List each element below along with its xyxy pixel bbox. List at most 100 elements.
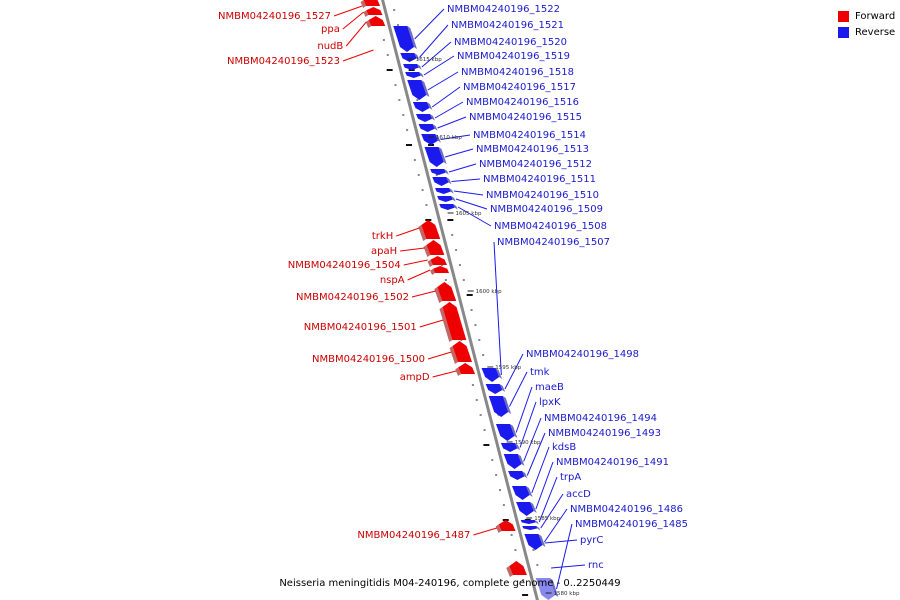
forward-leader bbox=[473, 527, 497, 536]
gene-body bbox=[511, 486, 530, 500]
gene-body bbox=[520, 520, 536, 524]
gene-label-nmbm04240196-1518: NMBM04240196_1518 bbox=[461, 67, 574, 78]
forward-gene bbox=[427, 256, 447, 267]
forward-leader bbox=[342, 49, 374, 62]
gene-body bbox=[458, 363, 476, 374]
reverse-leader bbox=[437, 116, 467, 129]
gene-label-nmbm04240196-1500: NMBM04240196_1500 bbox=[312, 354, 425, 365]
gene-label-nmbm04240196-1486: NMBM04240196_1486 bbox=[570, 504, 683, 515]
label-leaders bbox=[333, 5, 586, 590]
reverse-gene bbox=[524, 534, 546, 550]
forward-gene bbox=[363, 7, 383, 17]
reverse-leader bbox=[423, 55, 455, 76]
gene-shadow bbox=[499, 384, 506, 392]
gene-shadow bbox=[522, 471, 528, 479]
gene-shadow bbox=[453, 204, 458, 210]
forward-leader bbox=[407, 269, 431, 281]
reverse-gene bbox=[503, 454, 525, 469]
gene-shadow bbox=[449, 188, 454, 194]
reverse-leader bbox=[421, 41, 452, 68]
gene-body bbox=[485, 384, 503, 394]
reverse-leader bbox=[419, 24, 449, 58]
reverse-leader bbox=[414, 8, 445, 40]
gene-body bbox=[403, 64, 419, 70]
gene-body bbox=[522, 526, 538, 530]
scale-label: 1595 kbp bbox=[495, 365, 521, 371]
gene-body bbox=[498, 520, 516, 531]
reverse-gene bbox=[430, 169, 449, 175]
reverse-gene bbox=[424, 147, 447, 167]
forward-leader bbox=[400, 247, 425, 252]
gene-body bbox=[405, 72, 421, 78]
gene-shadow bbox=[538, 534, 546, 547]
gene-shadow bbox=[502, 396, 512, 414]
gene-label-nmbm04240196-1521: NMBM04240196_1521 bbox=[451, 20, 564, 31]
gene-label-nspa: nspA bbox=[380, 275, 405, 286]
reverse-gene bbox=[403, 64, 422, 70]
reverse-gene bbox=[520, 520, 539, 525]
gene-label-nmbm04240196-1485: NMBM04240196_1485 bbox=[575, 519, 688, 530]
reverse-leader bbox=[455, 198, 488, 210]
reverse-leader bbox=[540, 493, 564, 529]
gene-label-nmbm04240196-1522: NMBM04240196_1522 bbox=[447, 4, 560, 15]
gene-label-nmbm04240196-1517: NMBM04240196_1517 bbox=[463, 82, 576, 93]
gene-label-nmbm04240196-1508: NMBM04240196_1508 bbox=[494, 221, 607, 232]
gene-shadow bbox=[430, 268, 436, 275]
axis-line bbox=[381, 0, 539, 600]
gene-body bbox=[452, 341, 472, 362]
gene-shadow bbox=[525, 486, 533, 497]
forward-gene bbox=[439, 302, 467, 342]
reverse-gene bbox=[485, 384, 506, 394]
gene-shadow bbox=[417, 64, 422, 70]
reverse-gene bbox=[415, 114, 436, 122]
gene-body bbox=[439, 204, 455, 210]
reverse-leader bbox=[509, 371, 528, 407]
gene-label-kdsb: kdsB bbox=[552, 442, 576, 453]
gene-body bbox=[407, 80, 427, 100]
gene-shadow bbox=[418, 225, 427, 241]
genome-caption: Neisseria meningitidis M04-240196, compl… bbox=[279, 578, 621, 589]
reverse-gene bbox=[437, 196, 456, 202]
forward-gene bbox=[495, 520, 516, 533]
scale-label: 1590 kbp bbox=[515, 440, 541, 446]
gene-body bbox=[400, 53, 417, 62]
reverse-leader bbox=[427, 71, 459, 91]
gene-body bbox=[509, 561, 527, 575]
gene-shadow bbox=[495, 524, 502, 533]
gene-label-tmk: tmk bbox=[530, 367, 550, 378]
gene-label-nmbm04240196-1527: NMBM04240196_1527 bbox=[218, 11, 331, 22]
reverse-leader bbox=[453, 190, 484, 196]
gene-shadow bbox=[534, 520, 539, 525]
gene-shadow bbox=[435, 134, 441, 143]
gene-label-nmbm04240196-1491: NMBM04240196_1491 bbox=[556, 457, 669, 468]
reverse-leader bbox=[544, 508, 568, 543]
gene-shadow bbox=[439, 307, 453, 342]
gene-label-accd: accD bbox=[566, 489, 591, 500]
reverse-gene bbox=[511, 486, 533, 500]
gene-body bbox=[500, 443, 518, 452]
gene-shadow bbox=[407, 26, 417, 49]
gene-shadow bbox=[421, 80, 430, 97]
gene-body bbox=[363, 0, 381, 6]
genome-axis bbox=[381, 0, 539, 600]
gene-label-pyrc: pyrC bbox=[580, 535, 603, 546]
gene-body bbox=[430, 256, 447, 265]
gene-shadow bbox=[426, 102, 433, 110]
reverse-gene bbox=[407, 80, 430, 100]
gene-label-lpxk: lpxK bbox=[539, 397, 561, 408]
forward-leader bbox=[333, 5, 363, 17]
scale-labels: 1615 kbp 1610 kbp 1605 kbp 1600 kbp 1595 kbp… bbox=[407, 57, 580, 597]
reverse-gene bbox=[405, 72, 424, 78]
forward-gene bbox=[430, 266, 450, 275]
forward-leader bbox=[432, 370, 457, 378]
reverse-gene bbox=[516, 502, 537, 516]
reverse-leader bbox=[504, 353, 524, 390]
forward-gene bbox=[506, 561, 527, 577]
reverse-leader bbox=[431, 86, 461, 108]
forward-leader bbox=[403, 259, 428, 266]
scale-label: 1580 kbp bbox=[554, 591, 580, 597]
gene-label-nmbm04240196-1501: NMBM04240196_1501 bbox=[304, 322, 417, 333]
gene-label-nmbm04240196-1513: NMBM04240196_1513 bbox=[476, 144, 589, 155]
gene-shadow bbox=[434, 287, 443, 303]
gene-label-nmbm04240196-1502: NMBM04240196_1502 bbox=[296, 292, 409, 303]
